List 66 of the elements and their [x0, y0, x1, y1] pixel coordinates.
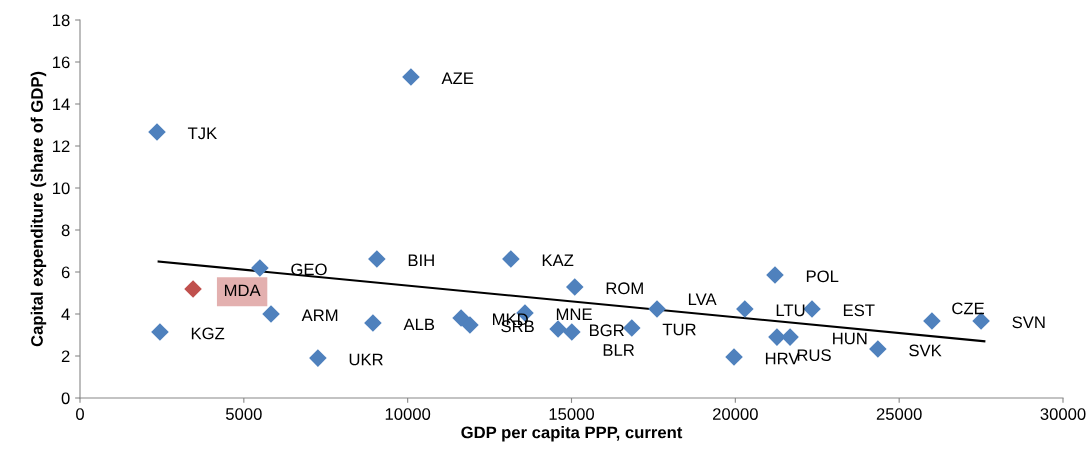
x-tick-label: 20000	[713, 408, 758, 420]
y-tick-label: 6	[61, 266, 70, 279]
point	[781, 328, 799, 346]
point	[736, 300, 754, 318]
annotation: ALB	[403, 318, 435, 331]
point	[251, 259, 269, 277]
y-tick-label: 4	[61, 308, 70, 321]
y-tick-label: 14	[53, 98, 70, 111]
point	[402, 68, 420, 86]
point	[563, 323, 581, 341]
x-tick-label: 25000	[876, 408, 922, 420]
x-tick-label: 15000	[549, 408, 595, 420]
annotation: CZE	[952, 302, 984, 315]
point	[151, 323, 169, 341]
annotation: KGZ	[191, 327, 225, 340]
point	[502, 250, 520, 268]
annotation: POL	[806, 270, 839, 283]
point	[725, 348, 743, 366]
x-axis-title: GDP per capita PPP, current	[461, 426, 683, 442]
annotation: BGR	[589, 324, 624, 337]
point	[309, 349, 327, 367]
point	[923, 312, 941, 330]
annotation: ROM	[606, 282, 643, 295]
x-tick-label: 30000	[1040, 408, 1086, 420]
y-axis-title: Capital expenditure (share of GDP)	[30, 71, 47, 347]
point	[803, 300, 821, 318]
y-tick-label: 0	[61, 392, 70, 405]
y-tick-label: 18	[53, 14, 70, 27]
y-tick-label: 12	[53, 140, 70, 153]
annotation: ARM	[301, 309, 338, 322]
annotation: MNE	[556, 308, 592, 321]
point	[368, 250, 386, 268]
annotation: LVA	[688, 293, 717, 305]
point	[364, 314, 382, 332]
annotation: UKR	[349, 353, 383, 366]
annotation: GEO	[291, 263, 327, 276]
point	[148, 123, 166, 141]
y-tick-label: 10	[53, 182, 70, 195]
annotation: RUS	[797, 349, 831, 362]
point	[869, 340, 887, 358]
x-tick-label: 5000	[225, 408, 262, 420]
point	[623, 319, 641, 337]
point	[766, 266, 784, 284]
point	[262, 305, 280, 323]
point	[184, 280, 202, 298]
y-tick-label: 2	[61, 350, 70, 363]
y-tick-label: 16	[53, 56, 70, 69]
annotation: HUN	[833, 332, 867, 345]
point	[565, 278, 584, 296]
annotation: SVK	[909, 344, 942, 357]
annotation: LTU	[776, 304, 805, 317]
x-tick-label: 10000	[385, 408, 431, 420]
y-tick-label: 8	[61, 224, 70, 237]
annotation: SVN	[1012, 316, 1045, 329]
annotation: EST	[843, 304, 875, 317]
annotation: MDA	[224, 284, 261, 297]
point	[549, 320, 567, 338]
point	[648, 300, 666, 318]
point	[461, 316, 479, 334]
x-tick-label: 0	[76, 408, 84, 420]
annotation: AZE	[441, 72, 474, 84]
annotation: TJK	[187, 127, 217, 140]
annotation: KAZ	[542, 254, 574, 267]
annotation: BLR	[603, 344, 635, 356]
annotation: TUR	[662, 323, 696, 336]
annotation: BIH	[408, 254, 434, 267]
